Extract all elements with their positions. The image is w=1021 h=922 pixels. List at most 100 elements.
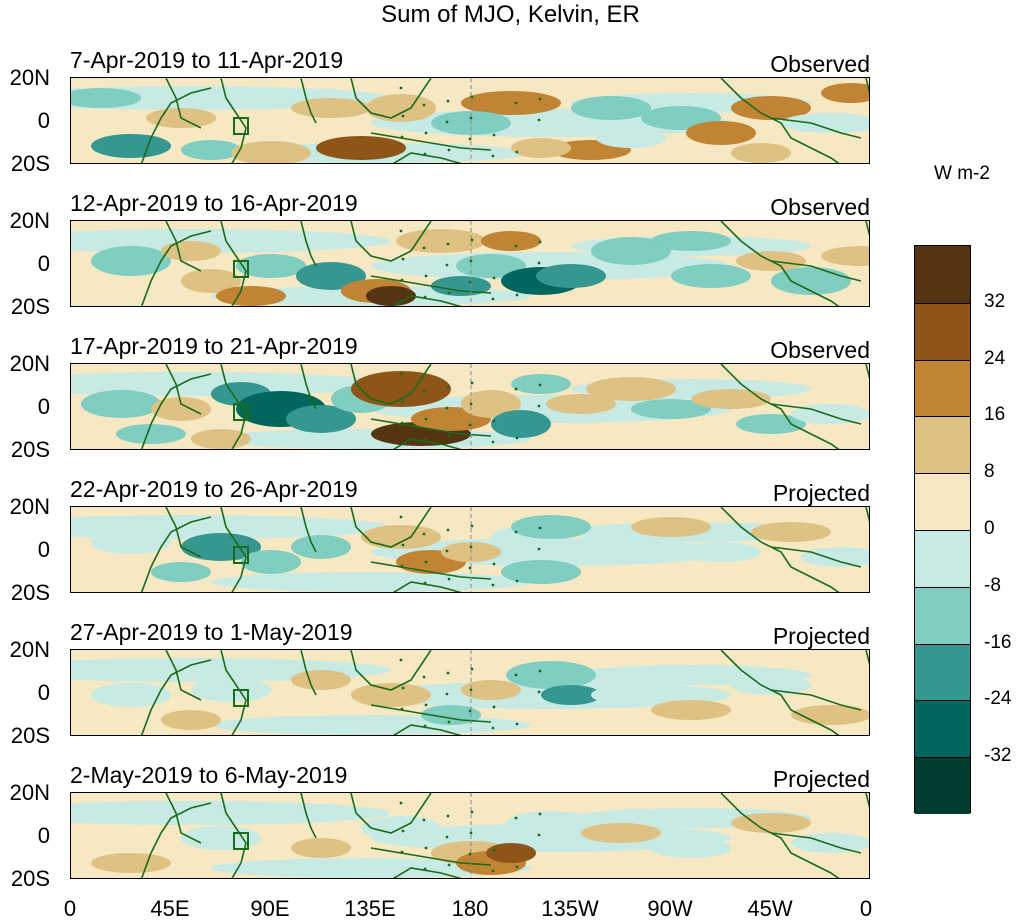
- coastline: [220, 507, 247, 592]
- island-dot: [445, 120, 449, 124]
- anomaly-contour: [91, 246, 171, 276]
- coastline: [865, 793, 869, 809]
- island-dot: [446, 385, 450, 389]
- coastline: [165, 650, 202, 701]
- anomaly-map: [70, 363, 870, 450]
- anomaly-contour: [316, 136, 406, 160]
- anomaly-contour: [536, 264, 606, 288]
- anomaly-contour: [771, 267, 851, 295]
- coastline: [720, 221, 840, 306]
- island-dot: [491, 297, 495, 301]
- anomaly-contour: [671, 264, 751, 288]
- anomaly-contour: [456, 254, 526, 278]
- coastline: [865, 364, 869, 380]
- island-dot: [514, 387, 518, 391]
- anomaly-map: [70, 792, 870, 879]
- x-tick: 135E: [344, 896, 396, 921]
- coastline: [865, 78, 869, 94]
- island-dot: [423, 152, 427, 156]
- island-dot: [492, 562, 496, 566]
- island-dot: [514, 244, 518, 248]
- coastline: [220, 650, 247, 735]
- anomaly-contour: [486, 843, 536, 863]
- y-tick: 20N: [9, 351, 50, 376]
- anomaly-contour: [461, 680, 521, 700]
- island-dot: [447, 720, 451, 724]
- coastline: [865, 650, 869, 666]
- island-dot: [469, 402, 473, 406]
- colorbar-label: -32: [984, 745, 1012, 767]
- island-dot: [470, 95, 474, 99]
- y-tick: 0: [37, 823, 50, 848]
- island-dot: [470, 381, 474, 385]
- island-dot: [537, 404, 541, 408]
- map-panel: 12-Apr-2019 to 16-Apr-2019 Observed 20N 0 20…: [0, 190, 1021, 330]
- colorbar-label: -24: [984, 688, 1012, 710]
- island-dot: [400, 564, 404, 568]
- colorbar-unit: W m-2: [934, 163, 990, 184]
- anomaly-contour: [731, 675, 811, 695]
- anomaly-contour: [591, 237, 671, 265]
- island-dot: [537, 547, 541, 551]
- island-dot: [538, 669, 542, 673]
- coastline: [165, 221, 202, 272]
- anomaly-contour: [116, 424, 186, 444]
- island-dot: [423, 581, 427, 585]
- coastline: [770, 832, 862, 854]
- coastline: [140, 87, 212, 163]
- panel-date-range: 7-Apr-2019 to 11-Apr-2019: [70, 47, 344, 73]
- anomaly-contour: [366, 94, 436, 122]
- island-dot: [538, 240, 542, 244]
- anomaly-contour: [91, 853, 171, 873]
- anomaly-contour: [161, 710, 221, 730]
- anomaly-contour: [511, 374, 571, 394]
- anomaly-contour: [651, 700, 731, 720]
- island-dot: [537, 261, 541, 265]
- anomaly-band: [211, 572, 531, 592]
- island-dot: [538, 812, 542, 816]
- y-tick: 0: [37, 537, 50, 562]
- colorbar-label: 32: [984, 290, 1006, 312]
- coastline: [350, 364, 432, 405]
- panel-date-range: 12-Apr-2019 to 16-Apr-2019: [70, 190, 358, 216]
- coastline: [140, 516, 212, 592]
- coastline: [300, 221, 317, 267]
- coastline: [770, 260, 862, 282]
- anomaly-map: [70, 77, 870, 164]
- island-dot: [515, 865, 519, 869]
- island-dot: [423, 724, 427, 728]
- island-dot: [469, 259, 473, 263]
- anomaly-contour: [286, 405, 356, 433]
- island-dot: [446, 99, 450, 103]
- island-dot: [422, 103, 426, 107]
- island-dot: [538, 526, 542, 530]
- coastline: [865, 507, 869, 523]
- panel-kind-label: Observed: [770, 194, 870, 220]
- island-dot: [447, 863, 451, 867]
- anomaly-contour: [181, 533, 261, 561]
- island-dot: [400, 850, 404, 854]
- coastline: [720, 364, 840, 449]
- contour-field: [71, 364, 869, 449]
- x-tick: 180: [451, 896, 489, 921]
- coastline: [720, 78, 840, 163]
- map-panel: 27-Apr-2019 to 1-May-2019 Projected 20N 0 20…: [0, 619, 1021, 759]
- anomaly-band: [211, 715, 531, 735]
- island-dot: [491, 440, 495, 444]
- coastline: [300, 650, 317, 696]
- island-dot: [470, 810, 474, 814]
- island-dot: [447, 434, 451, 438]
- colorbar-swatch: [915, 530, 970, 587]
- anomaly-contour: [821, 246, 869, 266]
- island-dot: [447, 148, 451, 152]
- anomaly-contour: [296, 262, 366, 290]
- map-panel: 22-Apr-2019 to 26-Apr-2019 Projected 20N 0 2…: [0, 476, 1021, 616]
- coastline: [220, 364, 247, 449]
- coastline: [865, 221, 869, 237]
- anomaly-contour: [511, 138, 571, 158]
- x-tick: 0: [63, 896, 77, 921]
- coastline: [392, 295, 462, 306]
- anomaly-contour: [396, 229, 486, 253]
- coastline: [392, 438, 462, 449]
- island-dot: [424, 560, 428, 564]
